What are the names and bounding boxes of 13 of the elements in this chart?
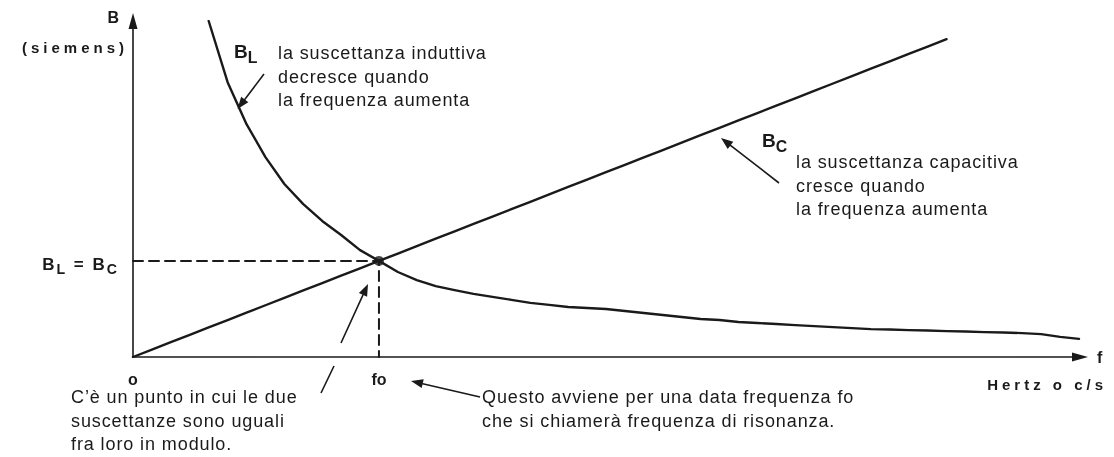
- annotation: la suscettanza induttiva decresce quando la frequenza aumenta: [278, 42, 487, 112]
- annotation: la suscettanza capacitiva cresce quando la frequenza aumenta: [796, 151, 1019, 221]
- legend-label: B$_{C}$: [762, 129, 788, 157]
- text: Hertz o c/s: [987, 376, 1107, 394]
- text: Questo avviene per una data frequenza fo che si chiamerà frequenza di risonanza.: [482, 386, 855, 433]
- text: (siemens): [21, 39, 128, 57]
- x-axis-title: f: [1097, 348, 1103, 366]
- x-tick-label: fo: [371, 370, 387, 388]
- x-tick-label: o: [128, 370, 139, 388]
- text: B$_{L}$ = B$_{C}$: [42, 254, 119, 280]
- text: C’è un punto in cui le due suscettanze sono uguali fra loro in modulo.: [71, 386, 298, 456]
- y-axis-title: B: [107, 8, 119, 26]
- series-label: B$_{L}$: [234, 40, 258, 68]
